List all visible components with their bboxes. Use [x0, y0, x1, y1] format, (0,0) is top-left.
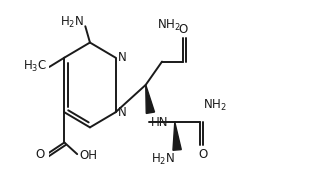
Text: N: N — [118, 51, 127, 64]
Text: O: O — [178, 23, 188, 36]
Text: H$_3$C: H$_3$C — [23, 59, 47, 74]
Text: O: O — [199, 148, 208, 161]
Text: N: N — [118, 106, 127, 119]
Text: HN: HN — [150, 116, 168, 128]
Text: H$_2$N: H$_2$N — [60, 15, 84, 30]
Text: NH$_2$: NH$_2$ — [203, 98, 226, 113]
Text: OH: OH — [79, 149, 97, 162]
Polygon shape — [173, 122, 181, 150]
Text: H$_2$N: H$_2$N — [151, 152, 175, 167]
Text: O: O — [35, 148, 44, 161]
Text: NH$_2$: NH$_2$ — [157, 17, 181, 32]
Polygon shape — [146, 85, 155, 113]
